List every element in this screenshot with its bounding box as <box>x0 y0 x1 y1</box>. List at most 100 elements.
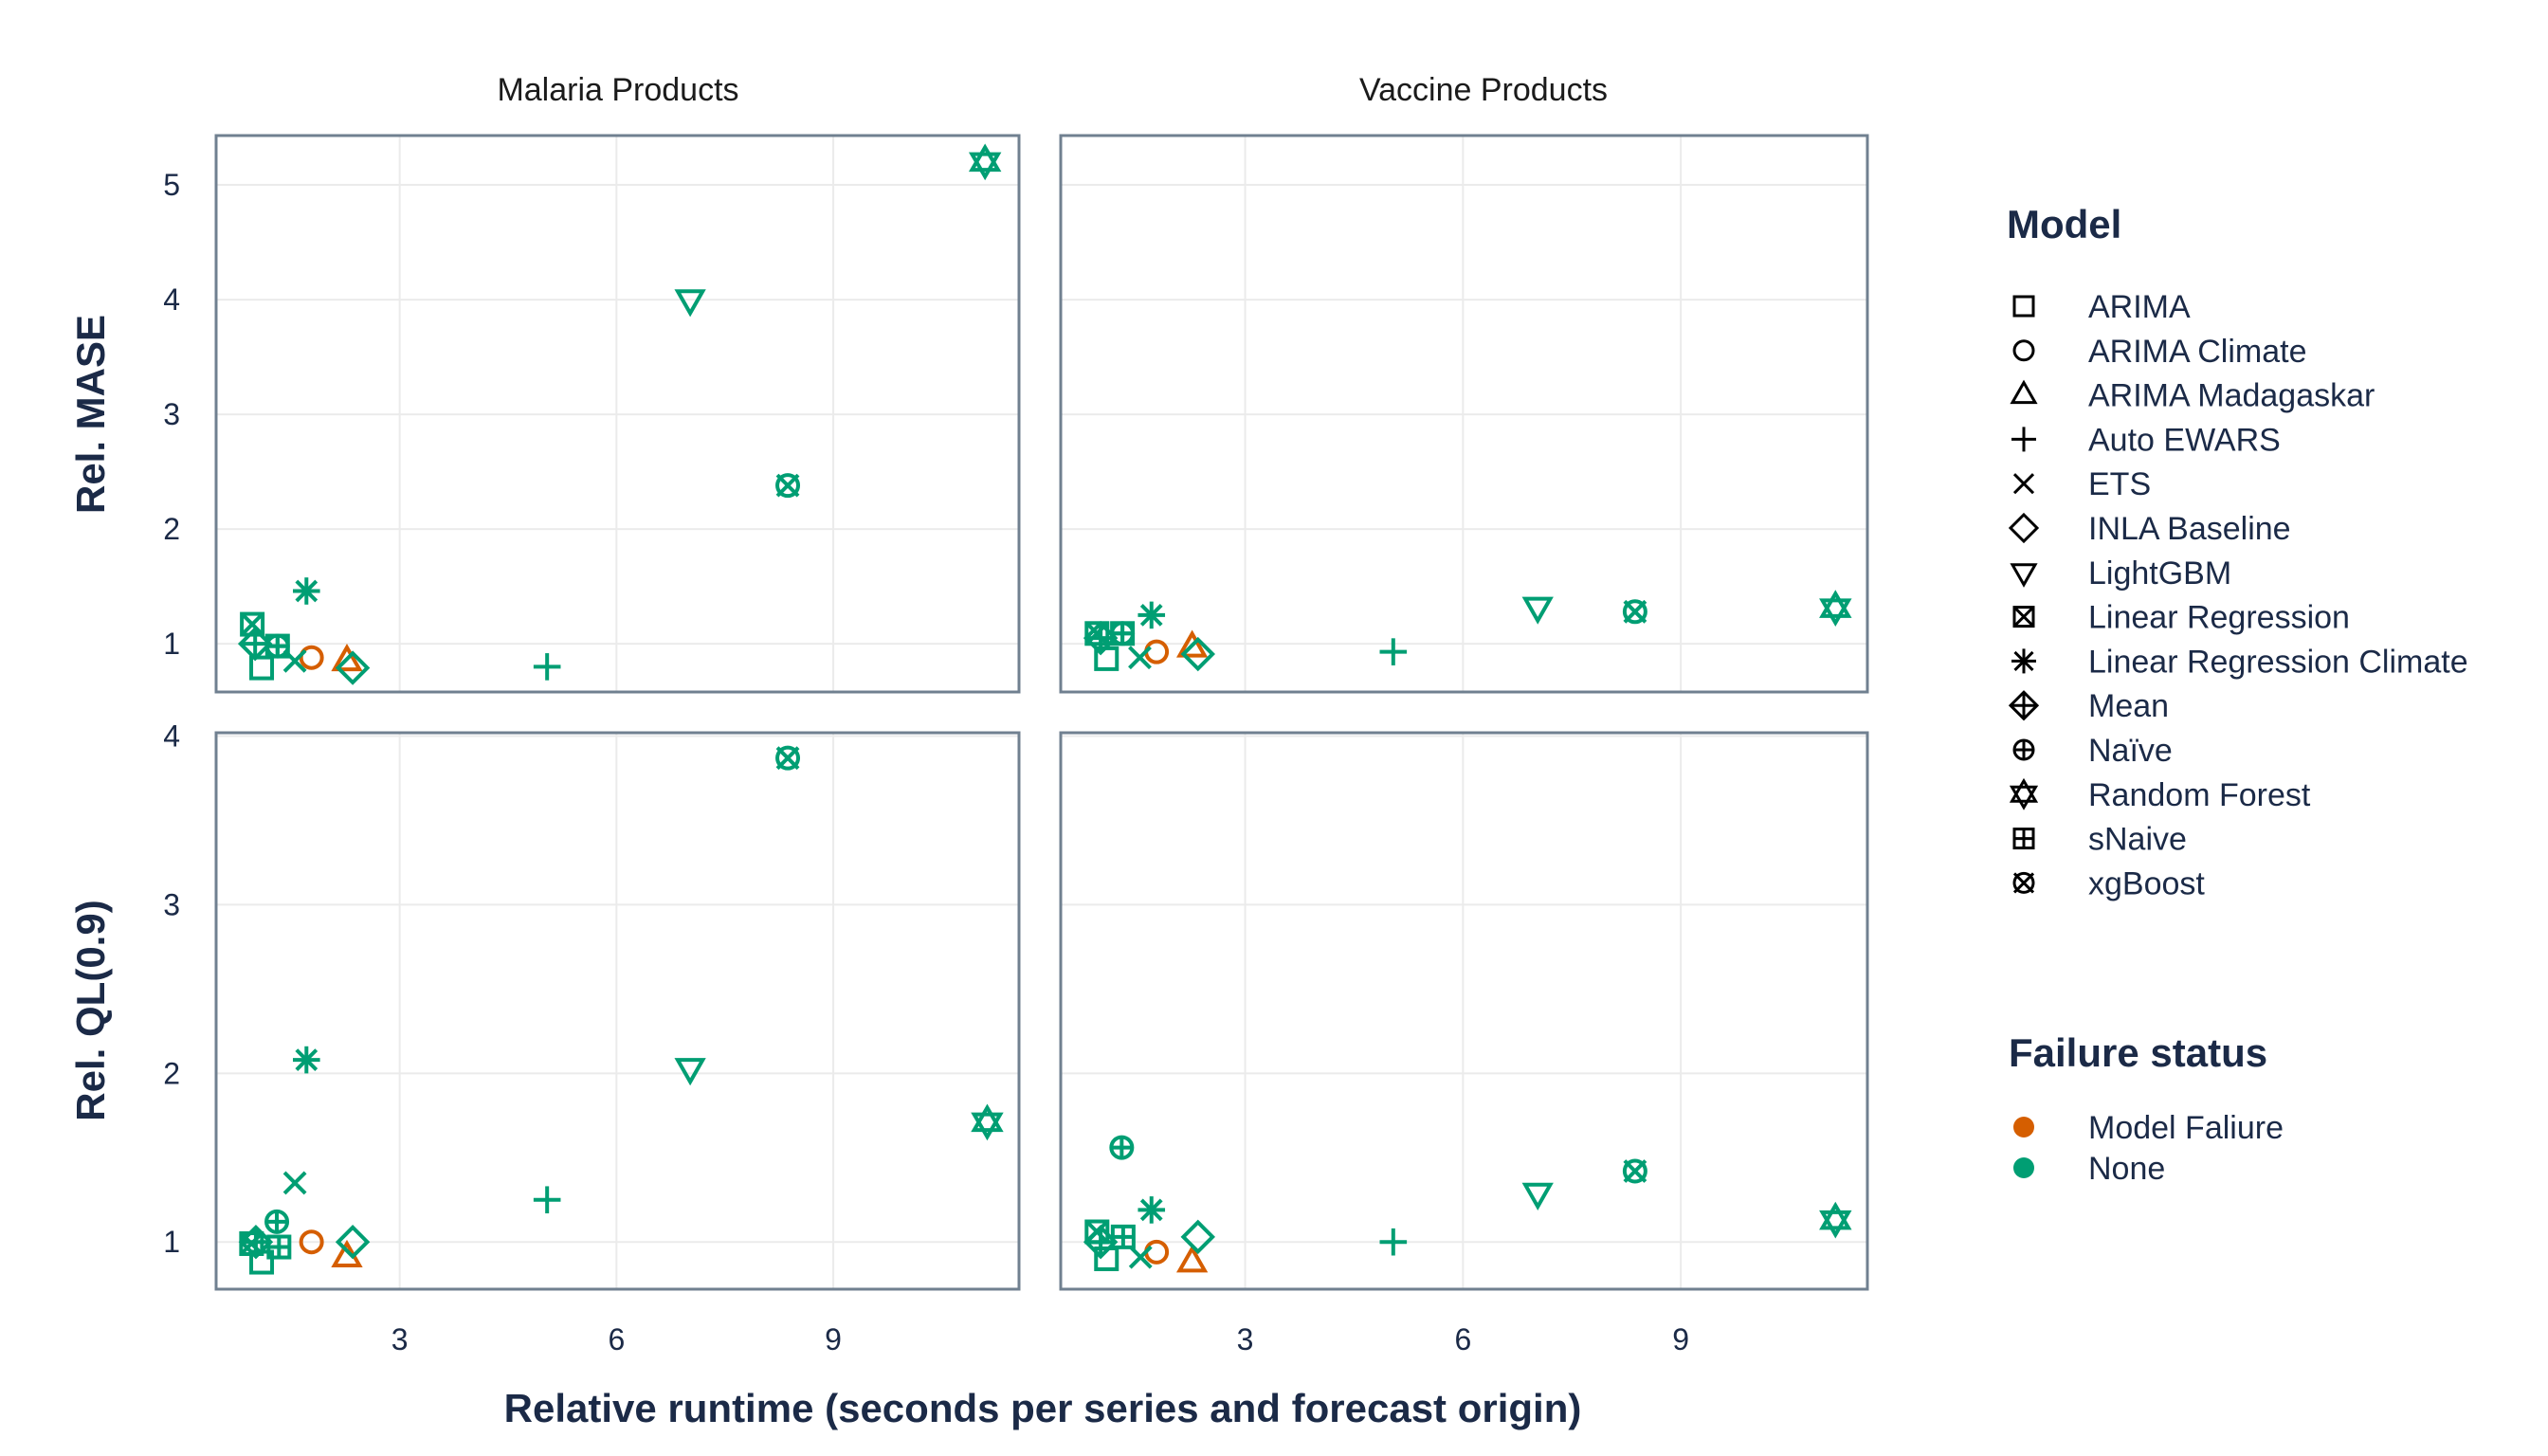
point-naive <box>1109 1135 1135 1160</box>
point-arima-madagaskar <box>331 643 363 672</box>
legend-label: Auto EWARS <box>2088 422 2281 458</box>
legend-item-arima: ARIMA <box>2012 289 2191 325</box>
legend-item-linear-regression: Linear Regression <box>2012 600 2350 636</box>
point-arima-climate <box>1144 1239 1170 1265</box>
point-xgboost <box>775 473 801 499</box>
point-random-forest <box>971 1103 1004 1141</box>
lightgbm-icon <box>2010 563 2038 588</box>
panels: 1 2 3 4 5 1 2 3 4 3 6 9 3 6 9 <box>163 134 1869 1356</box>
point-mean <box>1083 1224 1119 1260</box>
panel-vaccine-products-rel-mase <box>1059 134 1869 694</box>
y-tick-label: 1 <box>163 627 180 661</box>
linear-regression-icon <box>2012 606 2035 628</box>
panel-border <box>1059 731 1869 1291</box>
point-lightgbm <box>1521 596 1554 625</box>
legend-item-snaive: sNaive <box>2012 822 2187 858</box>
x-tick-label: 6 <box>608 1322 625 1356</box>
legend-label: Naïve <box>2088 733 2173 769</box>
legend-label: ARIMA Climate <box>2088 334 2307 370</box>
point-xgboost <box>1622 1158 1647 1184</box>
legend-model: Model ARIMA ARIMA Climate ARIMA Madagaskar… <box>2007 202 2468 901</box>
point-linear-regression-climate <box>292 1046 320 1074</box>
legend-label: Model Faliure <box>2088 1110 2284 1146</box>
point-linear-regression-climate <box>292 577 320 605</box>
x-tick-label: 3 <box>391 1322 409 1356</box>
mean-icon <box>2008 690 2040 721</box>
snaive-icon <box>2012 828 2035 850</box>
legend-item-mean: Mean <box>2008 688 2169 724</box>
point-snaive <box>1110 1224 1136 1249</box>
legend-item-lightgbm: LightGBM <box>2010 555 2231 592</box>
point-auto-ewars <box>1379 1228 1408 1256</box>
legend-item-none: None <box>2013 1151 2165 1187</box>
panel-malaria-products-rel-ql-0-9: 1 2 3 4 3 6 9 <box>163 719 1021 1356</box>
legend-item-arima-climate: ARIMA Climate <box>2012 334 2307 370</box>
y-tick-label: 5 <box>163 168 180 202</box>
legend-label: sNaive <box>2088 822 2187 858</box>
legend-item-random-forest: Random Forest <box>2009 777 2311 813</box>
panel-malaria-products-rel-mase: 1 2 3 4 5 <box>163 134 1021 694</box>
y-axis-title-mase: Rel. MASE <box>68 315 113 514</box>
point-xgboost <box>775 745 801 771</box>
point-inla-baseline <box>335 1224 371 1260</box>
legend-label: LightGBM <box>2088 555 2231 592</box>
xgboost-icon <box>2012 871 2035 894</box>
y-tick-label: 4 <box>163 282 180 317</box>
point-inla-baseline <box>1180 636 1215 672</box>
y-tick-label: 1 <box>163 1225 180 1259</box>
point-snaive <box>1110 621 1136 646</box>
color-dot-icon <box>2013 1157 2034 1178</box>
x-tick-label: 9 <box>1672 1322 1689 1356</box>
y-axis-title-ql: Rel. QL(0.9) <box>68 900 113 1120</box>
y-tick-label: 3 <box>163 397 180 431</box>
y-tick-label: 3 <box>163 887 180 921</box>
legend-label: Mean <box>2088 688 2169 724</box>
arima-climate-icon <box>2012 339 2035 362</box>
point-arima-climate <box>299 645 324 670</box>
x-tick-label: 6 <box>1454 1322 1471 1356</box>
legend-label: INLA Baseline <box>2088 511 2291 547</box>
point-random-forest <box>1819 1201 1852 1239</box>
legend-failure-title: Failure status <box>2009 1030 2267 1075</box>
point-arima-madagaskar <box>1175 1245 1209 1273</box>
panel-border <box>1059 134 1869 694</box>
panel-vaccine-products-rel-ql-0-9: 3 6 9 <box>1059 731 1869 1356</box>
arima-madagaskar-icon <box>2010 379 2038 405</box>
y-tick-label: 4 <box>163 719 180 754</box>
panel-border <box>214 134 1021 694</box>
random-forest-icon <box>2009 777 2039 810</box>
point-arima <box>249 655 275 681</box>
legend-item-model-faliure: Model Faliure <box>2013 1110 2284 1146</box>
point-lightgbm <box>674 289 706 318</box>
strip-title-vaccine: Vaccine Products <box>1359 72 1608 108</box>
legend-model-title: Model <box>2007 202 2121 246</box>
legend-item-ets: ETS <box>2012 466 2151 502</box>
legend-label: Random Forest <box>2088 777 2311 813</box>
point-xgboost <box>1622 599 1647 625</box>
color-dot-icon <box>2013 1117 2034 1138</box>
point-arima-madagaskar <box>1175 629 1209 658</box>
x-axis-title: Relative runtime (seconds per series and… <box>504 1386 1582 1430</box>
linear-regression-climate-icon <box>2011 648 2036 674</box>
point-inla-baseline <box>1180 1219 1215 1255</box>
legend-item-linear-regression-climate: Linear Regression Climate <box>2011 644 2468 680</box>
point-arima-climate <box>299 1229 324 1255</box>
point-snaive <box>264 633 290 659</box>
x-tick-label: 9 <box>825 1322 842 1356</box>
inla-baseline-icon <box>2008 512 2040 544</box>
point-snaive <box>266 1234 292 1260</box>
point-linear-regression-climate <box>1138 601 1166 629</box>
point-naive <box>264 1209 290 1234</box>
y-tick-label: 2 <box>163 512 180 546</box>
x-tick-label: 3 <box>1237 1322 1254 1356</box>
point-ets <box>1128 646 1152 670</box>
naive-icon <box>2012 738 2035 761</box>
legend-label: ETS <box>2088 466 2151 502</box>
legend-item-xgboost: xgBoost <box>2012 865 2205 901</box>
point-auto-ewars <box>1379 638 1408 665</box>
point-ets <box>282 1171 307 1195</box>
point-auto-ewars <box>533 1186 561 1214</box>
point-inla-baseline <box>335 650 371 685</box>
legend-item-inla-baseline: INLA Baseline <box>2008 511 2291 547</box>
legend-label: xgBoost <box>2088 865 2205 901</box>
